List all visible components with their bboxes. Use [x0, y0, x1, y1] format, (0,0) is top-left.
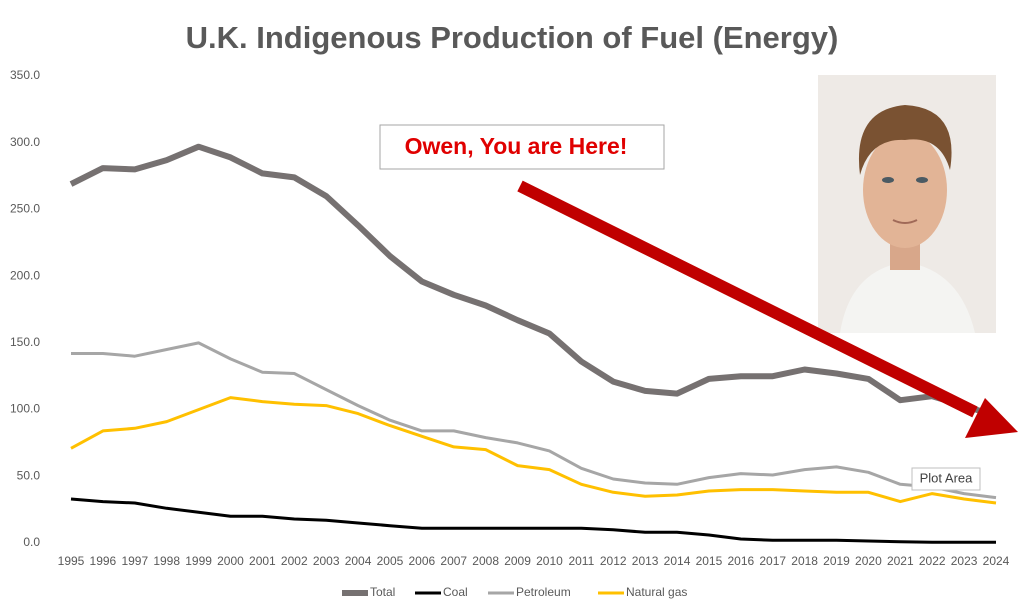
x-tick-label: 2017 — [759, 554, 786, 568]
photo — [818, 75, 996, 333]
x-tick-label: 2018 — [791, 554, 818, 568]
x-tick-label: 1996 — [90, 554, 117, 568]
x-tick-label: 2020 — [855, 554, 882, 568]
series-line — [70, 396, 997, 505]
x-tick-label: 1997 — [121, 554, 148, 568]
series-line — [69, 143, 997, 420]
y-tick-label: 250.0 — [10, 202, 40, 216]
chart-title: U.K. Indigenous Production of Fuel (Ener… — [186, 20, 839, 55]
arrow — [517, 180, 1018, 438]
x-tick-label: 2004 — [345, 554, 372, 568]
x-tick-label: 2015 — [696, 554, 723, 568]
x-tick-label: 2008 — [472, 554, 499, 568]
x-tick-label: 2021 — [887, 554, 914, 568]
series-line — [70, 497, 996, 544]
x-tick-label: 2006 — [409, 554, 436, 568]
plot-area: 0.0 50.0 100.0 150.0 200.0 250.0 300.0 350.0 199… — [10, 68, 1010, 568]
x-tick-label: 2010 — [536, 554, 563, 568]
x-tick-label: 1999 — [185, 554, 212, 568]
x-tick-label: 1998 — [153, 554, 180, 568]
y-tick-label: 300.0 — [10, 135, 40, 149]
x-tick-label: 2009 — [504, 554, 531, 568]
legend-label: Coal — [443, 585, 468, 599]
x-tick-label: 1995 — [58, 554, 85, 568]
annotation-box: Owen, You are Here! — [379, 124, 665, 170]
x-tick-label: 2014 — [664, 554, 691, 568]
legend-label: Natural gas — [626, 585, 687, 599]
x-tick-label: 2007 — [440, 554, 467, 568]
legend-item: Coal — [415, 585, 468, 599]
tooltip-text: Plot Area — [920, 470, 974, 485]
legend-item: Petroleum — [488, 585, 571, 599]
series-line — [71, 341, 997, 500]
y-tick-label: 0.0 — [23, 535, 40, 549]
y-tick-label: 100.0 — [10, 402, 40, 416]
legend-item: Total — [342, 585, 395, 599]
x-tick-label: 2012 — [600, 554, 627, 568]
x-tick-label: 2023 — [951, 554, 978, 568]
x-tick-label: 2019 — [823, 554, 850, 568]
tooltip: Plot Area — [911, 467, 981, 491]
y-tick-label: 200.0 — [10, 268, 40, 282]
x-tick-label: 2013 — [632, 554, 659, 568]
x-tick-label: 2002 — [281, 554, 308, 568]
legend-label: Petroleum — [516, 585, 571, 599]
x-tick-label: 2000 — [217, 554, 244, 568]
x-tick-label: 2003 — [313, 554, 340, 568]
y-tick-label: 50.0 — [17, 468, 41, 482]
x-tick-label: 2011 — [568, 554, 594, 568]
x-tick-label: 2001 — [249, 554, 276, 568]
y-tick-label: 350.0 — [10, 68, 40, 82]
y-tick-label: 150.0 — [10, 335, 40, 349]
x-tick-label: 2022 — [919, 554, 946, 568]
x-tick-label: 2005 — [377, 554, 404, 568]
x-tick-label: 2016 — [727, 554, 754, 568]
x-tick-label: 2024 — [983, 554, 1010, 568]
legend-label: Total — [370, 585, 395, 599]
annotation: Owen, You are Here! — [405, 133, 628, 159]
legend-item: Natural gas — [598, 585, 687, 599]
